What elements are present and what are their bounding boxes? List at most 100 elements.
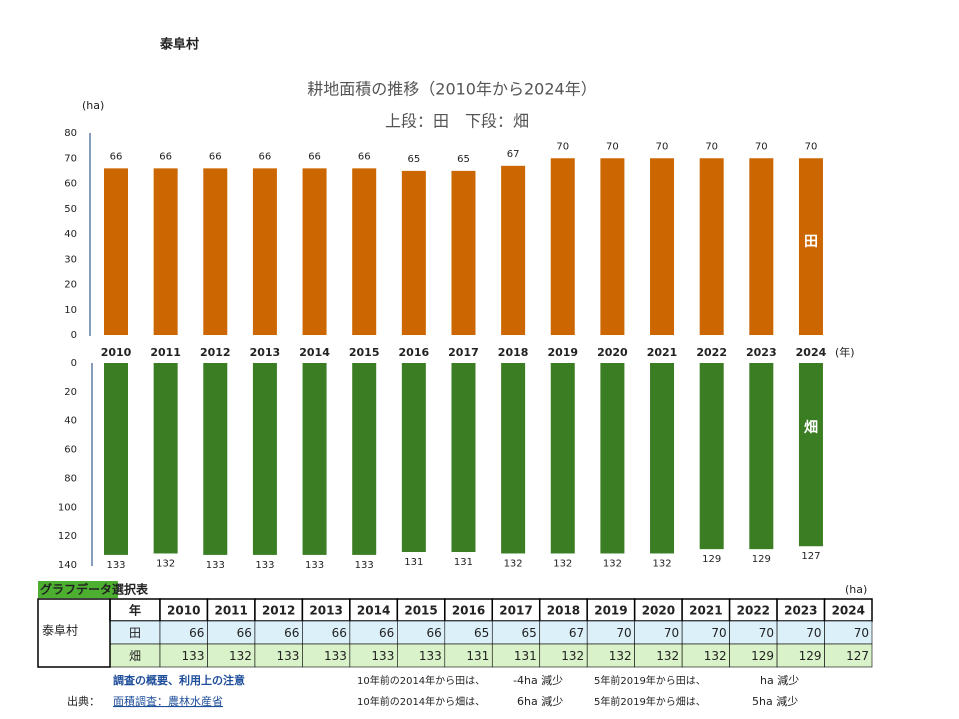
x-unit: (年) [835,345,855,359]
bar [798,158,823,335]
data-label: 67 [507,149,520,160]
data-label: 65 [407,154,420,165]
data-label: 133 [255,560,274,571]
bar [749,363,774,550]
table-header: 2013 [309,604,342,618]
table-header: 2014 [357,604,390,618]
table-value: 133 [324,649,347,663]
data-label: 66 [209,151,222,162]
y-tick-label: 60 [64,445,77,456]
table-value: 132 [656,649,679,663]
bar [203,363,228,555]
table-value: 133 [276,649,299,663]
x-tick-label: 2023 [746,346,777,359]
note-text: 5年前2019年から畑は、 [594,695,706,708]
bar [401,170,426,335]
table-header: 2010 [167,604,200,618]
bar [798,363,823,547]
data-label: 66 [259,151,272,162]
note-text: 10年前の2014年から畑は、 [357,695,485,708]
table-value: 66 [379,626,394,640]
table-header: 2017 [499,604,532,618]
y-tick-label: 0 [71,330,77,341]
bar [699,363,724,550]
bar [699,158,724,335]
x-tick-label: 2010 [101,346,132,359]
data-label: 131 [454,557,473,568]
bar [650,158,675,335]
data-label: 127 [801,551,820,562]
table-title-bg [38,581,118,598]
y-tick-label: 60 [64,179,77,190]
table-value: 70 [711,626,726,640]
y-tick-label: 140 [58,560,77,571]
table-value: 70 [664,626,679,640]
survey-link[interactable]: 調査の概要、利用上の注意 [113,673,245,687]
bar [600,158,625,335]
data-label: 70 [705,141,718,152]
x-tick-label: 2012 [200,346,231,359]
x-tick-label: 2011 [150,346,181,359]
bar [451,363,476,553]
table-place-cell [37,598,111,668]
y-tick-label: 100 [58,502,77,513]
x-tick-label: 2022 [696,346,727,359]
bar [749,158,774,335]
source-link[interactable]: 面積調査：農林水産省 [113,694,223,708]
table-value: 66 [427,626,442,640]
note-text: 5年前2019年から田は、 [594,674,706,687]
bar [401,363,426,553]
table-value: 66 [284,626,299,640]
table-value: 133 [419,649,442,663]
table-value: 田 [129,626,141,640]
table-header: 2015 [404,604,437,618]
chart-title: 耕地面積の推移（2010年から2024年） [307,80,596,99]
table-unit: (ha) [845,583,867,596]
table-header: 2023 [784,604,817,618]
table-value: 133 [371,649,394,663]
table-value: 70 [616,626,631,640]
x-tick-label: 2016 [399,346,430,359]
table-value: 131 [514,649,537,663]
x-tick-label: 2019 [547,346,578,359]
bar [153,363,178,554]
data-label: 133 [355,560,374,571]
x-tick-label: 2017 [448,346,479,359]
bar [501,363,526,554]
table-header: 2024 [832,604,865,618]
table-value: 129 [799,649,822,663]
data-label: 70 [755,141,768,152]
bar [104,168,128,335]
table-value: 132 [561,649,584,663]
bar [252,168,277,335]
data-label: 132 [156,558,175,569]
data-label: 132 [652,558,671,569]
y-tick-label: 0 [71,358,77,369]
note-value: 6ha 減少 [517,694,563,708]
y-tick-label: 50 [64,204,77,215]
data-label: 133 [106,560,125,571]
bar [451,170,476,335]
y-tick-label: 80 [64,128,77,139]
table-header: 2012 [262,604,295,618]
table-header: 2022 [737,604,770,618]
table-header: 2020 [642,604,675,618]
table-cell [824,643,873,668]
data-label: 132 [504,558,523,569]
y-tick-label: 120 [58,531,77,542]
data-label: 66 [159,151,172,162]
y-tick-label: 40 [64,416,77,427]
table-value: 131 [466,649,489,663]
table-header: 2018 [547,604,580,618]
x-tick-label: 2018 [498,346,529,359]
table-value: 133 [182,649,205,663]
table-value: 66 [237,626,252,640]
bar [550,158,575,335]
bar [203,168,228,335]
table-place: 泰阜村 [42,624,78,638]
table-header: 2021 [689,604,722,618]
note-value: -4ha 減少 [513,673,563,687]
x-tick-label: 2015 [349,346,380,359]
table-value: 66 [332,626,347,640]
